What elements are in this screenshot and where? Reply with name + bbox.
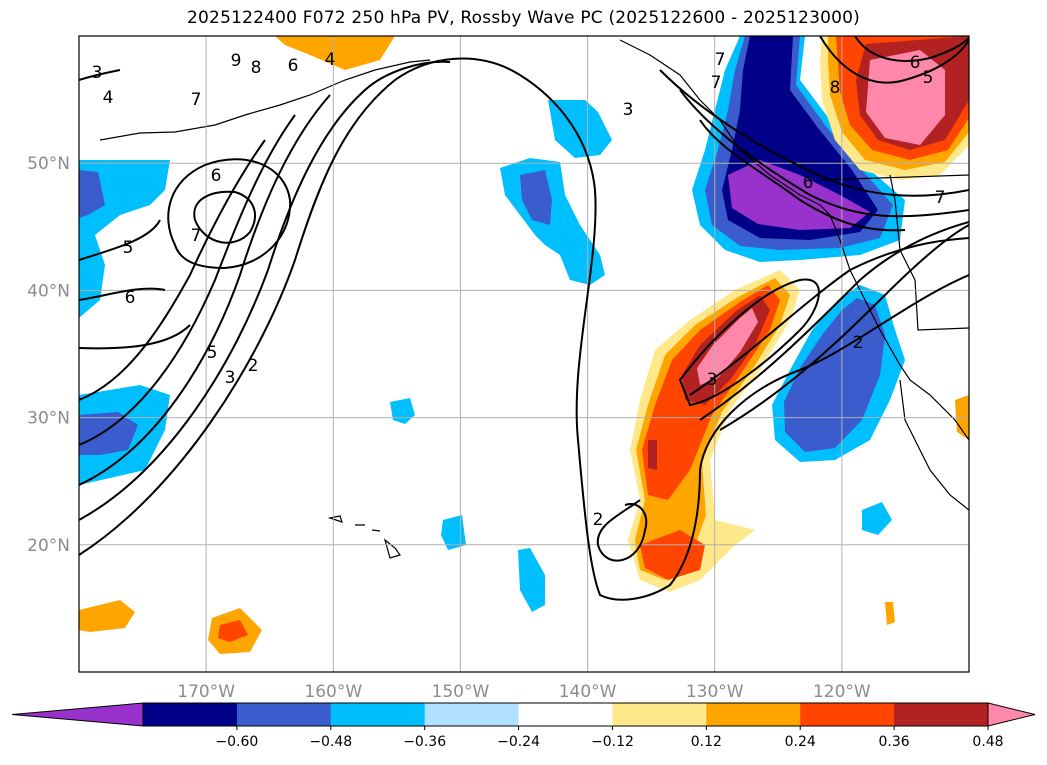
colorbar-tick-label: 0.24 xyxy=(785,734,816,750)
colorbar-tick-label: −0.48 xyxy=(309,734,352,750)
contour-label: 7 xyxy=(711,73,722,93)
colorbar-segment xyxy=(236,703,332,726)
colorbar-segment xyxy=(143,703,238,726)
colorbar-tick-label: 0.36 xyxy=(879,734,910,750)
colorbar-tick-label: −0.24 xyxy=(497,734,540,750)
lon-tick-label: 170°W xyxy=(177,682,235,702)
lon-tick-labels: 170°W 160°W 150°W 140°W 130°W 120°W xyxy=(177,682,871,702)
contour-label: 2 xyxy=(853,333,864,353)
contour-label: 6 xyxy=(803,173,814,193)
contour-label: 6 xyxy=(125,288,136,308)
contour-label: 2 xyxy=(593,510,604,530)
contour-label: 7 xyxy=(191,90,202,110)
colorbar-tick-label: 0.12 xyxy=(691,734,722,750)
contour-label: 6 xyxy=(910,53,921,73)
lon-tick-label: 150°W xyxy=(432,682,490,702)
contour-label: 6 xyxy=(211,166,222,186)
colorbar-segment xyxy=(706,703,801,726)
colorbar-segment xyxy=(424,703,520,726)
colorbar-tick-label: 0.48 xyxy=(972,734,1003,750)
contour-label: 8 xyxy=(830,78,841,98)
map-frame xyxy=(78,35,970,673)
contour-label: 5 xyxy=(123,238,134,258)
colorbar-segment xyxy=(518,703,613,726)
contour-label: 5 xyxy=(923,68,934,88)
contour-label: 8 xyxy=(251,58,262,78)
lon-tick-label: 120°W xyxy=(813,682,871,702)
colorbar-segment xyxy=(800,703,895,726)
lon-tick-label: 160°W xyxy=(304,682,362,702)
lat-tick-label: 30°N xyxy=(27,409,70,429)
colorbar-segment xyxy=(612,703,707,726)
contour-label: 4 xyxy=(325,50,336,70)
contour-label: 5 xyxy=(207,343,218,363)
contour-label: 7 xyxy=(191,226,202,246)
colorbar-tick-label: −0.36 xyxy=(403,734,446,750)
colorbar-segment xyxy=(330,703,426,726)
contour-label: 6 xyxy=(288,56,299,76)
contour-label: 3 xyxy=(623,100,634,120)
contour-label: 9 xyxy=(231,51,242,71)
lat-tick-label: 40°N xyxy=(27,281,70,301)
colorbar-tick-label: −0.12 xyxy=(591,734,634,750)
contour-label: 2 xyxy=(248,356,259,376)
colorbar-extend-max xyxy=(987,702,1036,727)
colorbar-tick-label: −0.60 xyxy=(215,734,258,750)
lat-tick-labels: 20°N 30°N 40°N 50°N xyxy=(27,154,70,556)
colorbar-frame xyxy=(142,702,989,727)
contour-label: 4 xyxy=(103,88,114,108)
contour-label: 3 xyxy=(225,368,236,388)
contour-label: 7 xyxy=(715,50,726,70)
lat-tick-label: 50°N xyxy=(27,154,70,174)
gridlines xyxy=(79,36,969,672)
lat-tick-label: 20°N xyxy=(27,536,70,556)
contour-label: 3 xyxy=(92,63,103,83)
lon-tick-label: 140°W xyxy=(559,682,617,702)
lon-tick-label: 130°W xyxy=(686,682,744,702)
colorbar: −0.60 −0.48 −0.36 −0.24 −0.12 0.12 0.24 0.36 0.4… xyxy=(11,702,1036,750)
colorbar-segment xyxy=(894,703,989,726)
pv-contours xyxy=(79,36,969,601)
colorbar-extend-min xyxy=(11,702,144,727)
contour-label: 3 xyxy=(707,370,718,390)
contour-label: 7 xyxy=(935,188,946,208)
map-title: 2025122400 F072 250 hPa PV, Rossby Wave … xyxy=(187,8,860,28)
